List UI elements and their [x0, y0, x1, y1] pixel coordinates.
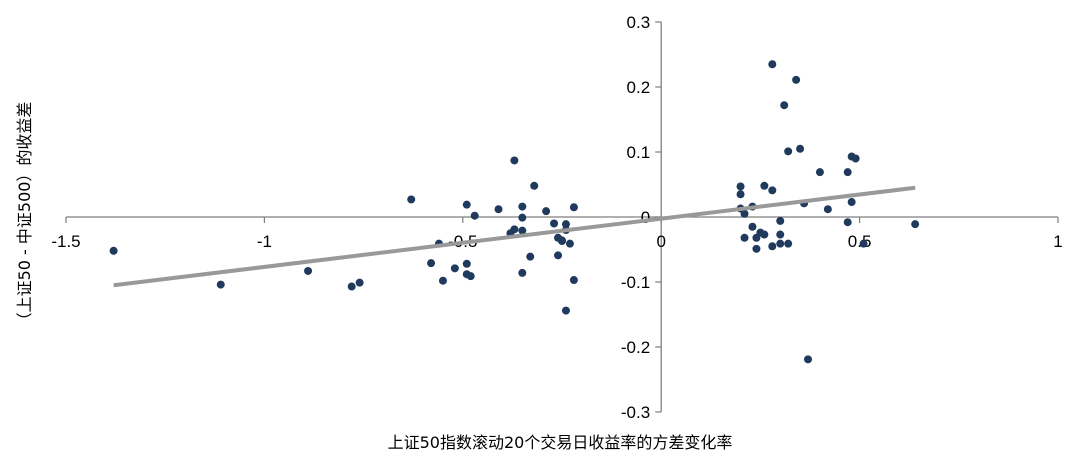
data-point: [510, 225, 519, 234]
data-point: [216, 280, 225, 289]
data-point: [851, 154, 860, 163]
data-points: [109, 60, 920, 364]
data-point: [427, 259, 436, 268]
data-point: [804, 355, 813, 364]
data-point: [784, 239, 793, 248]
y-tick-label: 0: [641, 208, 650, 227]
data-point: [843, 168, 852, 177]
data-point: [823, 205, 832, 214]
data-point: [518, 226, 527, 235]
data-point: [518, 268, 527, 277]
data-point: [530, 181, 539, 190]
data-point: [304, 266, 313, 275]
data-point: [462, 200, 471, 209]
y-tick-label: -0.3: [621, 403, 650, 422]
data-point: [565, 239, 574, 248]
data-point: [510, 156, 519, 165]
data-point: [109, 246, 118, 255]
data-point: [561, 306, 570, 315]
data-point: [494, 205, 503, 214]
data-point: [780, 101, 789, 110]
data-point: [776, 239, 785, 248]
axes: [65, 21, 1059, 413]
y-tick-label: 0.1: [627, 143, 651, 162]
data-point: [347, 282, 356, 291]
data-point: [768, 186, 777, 195]
x-tick-label: 1: [1053, 232, 1062, 251]
y-tick-label: 0.2: [627, 78, 651, 97]
x-tick-label: -1: [257, 232, 272, 251]
data-point: [911, 220, 920, 229]
x-axis-title: 上证50指数滚动20个交易日收益率的方差变化率: [388, 433, 733, 452]
data-point: [815, 168, 824, 177]
y-tick-label: 0.3: [627, 13, 651, 32]
data-point: [740, 233, 749, 242]
trendline-layer: [113, 185, 916, 288]
data-point: [752, 244, 761, 253]
data-point: [558, 236, 566, 245]
data-point: [776, 230, 785, 239]
data-point: [792, 75, 801, 84]
data-point: [554, 251, 563, 260]
data-point: [740, 209, 749, 218]
data-point: [450, 264, 459, 273]
x-tick-label: -1.5: [51, 232, 80, 251]
data-point: [518, 213, 527, 222]
data-point: [760, 230, 769, 239]
data-point: [462, 259, 471, 268]
data-point: [768, 242, 777, 251]
data-point: [550, 219, 559, 228]
data-point: [438, 276, 447, 285]
y-tick-label: -0.1: [621, 273, 650, 292]
data-point: [569, 276, 578, 285]
data-point: [796, 144, 805, 153]
data-point: [843, 218, 852, 227]
x-tick-label: 0.5: [848, 232, 872, 251]
data-point: [355, 278, 364, 287]
data-point: [542, 207, 551, 216]
y-axis-title: （上证50 - 中证500）的收益差: [15, 102, 34, 329]
x-tick-label: 0: [656, 232, 665, 251]
data-point: [526, 252, 535, 261]
trendline: [113, 185, 916, 288]
data-point: [407, 195, 416, 204]
data-point: [784, 147, 793, 156]
y-tick-label: -0.2: [621, 338, 650, 357]
data-point: [859, 239, 868, 248]
data-point: [748, 222, 757, 231]
data-point: [768, 60, 777, 69]
data-point: [466, 272, 475, 281]
data-point: [569, 203, 578, 212]
data-point: [736, 182, 745, 191]
data-point: [760, 181, 769, 190]
data-point: [470, 211, 479, 220]
data-point: [736, 190, 745, 199]
data-point: [776, 216, 785, 225]
data-point: [518, 202, 527, 211]
data-point: [561, 220, 570, 229]
data-point: [847, 198, 856, 207]
